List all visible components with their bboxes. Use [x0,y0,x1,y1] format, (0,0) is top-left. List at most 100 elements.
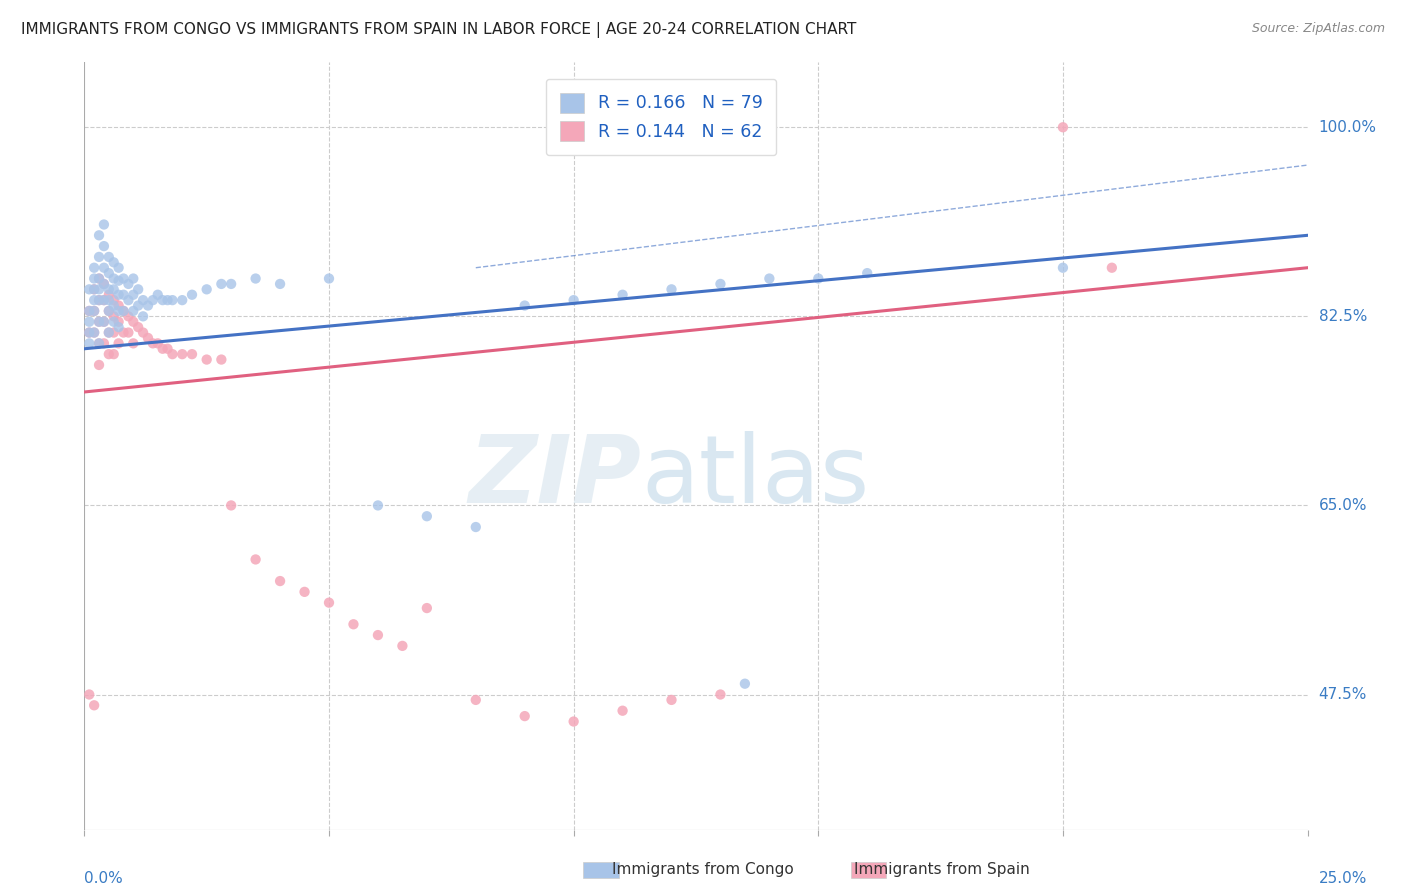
Text: 47.5%: 47.5% [1319,687,1367,702]
Point [107,315,129,329]
Point [77,336,100,351]
Point [87,282,110,296]
Point [83,260,105,275]
Point [195,352,218,367]
Point [195,282,218,296]
Point [294,585,316,599]
Point [513,709,536,723]
Point [97,266,120,280]
Point [87,336,110,351]
Point [97,347,120,361]
Point [1052,260,1074,275]
Point [122,304,145,318]
Point [87,271,110,285]
Point [209,352,232,367]
Point [93,293,115,307]
Point [758,271,780,285]
Point [117,310,139,324]
Point [87,315,110,329]
Point [162,347,184,361]
Point [77,315,100,329]
Point [97,282,120,296]
Point [269,277,291,291]
Point [136,299,159,313]
Point [562,714,585,729]
Point [132,293,155,307]
Point [107,260,129,275]
Point [513,299,536,313]
Point [661,693,683,707]
Point [112,271,135,285]
Bar [851,862,886,878]
Point [97,293,120,307]
Text: IMMIGRANTS FROM CONGO VS IMMIGRANTS FROM SPAIN IN LABOR FORCE | AGE 20-24 CORREL: IMMIGRANTS FROM CONGO VS IMMIGRANTS FROM… [21,22,856,38]
Point [93,336,115,351]
Point [103,293,125,307]
Point [93,239,115,253]
Point [103,255,125,269]
Point [107,304,129,318]
Text: Immigrants from Congo: Immigrants from Congo [612,863,794,877]
Point [117,293,139,307]
Point [103,282,125,296]
Point [318,271,340,285]
Point [77,688,100,702]
Point [97,250,120,264]
Text: 25.0%: 25.0% [1319,871,1367,887]
Point [103,326,125,340]
Point [342,617,364,632]
Point [83,282,105,296]
Point [152,293,174,307]
Point [83,282,105,296]
Point [112,287,135,301]
Point [612,704,634,718]
Text: ZIP: ZIP [468,431,641,523]
Point [87,336,110,351]
Text: 82.5%: 82.5% [1319,309,1367,324]
Text: 100.0%: 100.0% [1319,120,1376,135]
Point [612,287,634,301]
Point [156,342,179,356]
Point [93,277,115,291]
Point [127,299,149,313]
Point [219,277,242,291]
Point [103,347,125,361]
Point [856,266,879,280]
Point [709,277,731,291]
Point [807,271,830,285]
Point [1052,120,1074,135]
Text: atlas: atlas [641,431,869,523]
Text: Immigrants from Spain: Immigrants from Spain [855,863,1029,877]
Point [103,299,125,313]
Point [122,271,145,285]
Point [127,282,149,296]
Point [107,274,129,288]
Point [97,304,120,318]
Point [367,499,389,513]
Point [661,282,683,296]
Point [97,326,120,340]
Point [269,574,291,588]
Point [103,271,125,285]
Point [83,304,105,318]
Point [146,287,169,301]
Point [464,693,486,707]
Legend: R = 0.166   N = 79, R = 0.144   N = 62: R = 0.166 N = 79, R = 0.144 N = 62 [546,78,776,155]
Point [93,315,115,329]
Point [562,293,585,307]
Point [83,326,105,340]
Text: 0.0%: 0.0% [84,871,124,887]
Bar [583,862,619,878]
Point [112,304,135,318]
Point [83,326,105,340]
Point [142,336,165,351]
Point [93,315,115,329]
Point [132,310,155,324]
Point [464,520,486,534]
Point [245,552,267,566]
Point [83,271,105,285]
Point [83,304,105,318]
Point [93,293,115,307]
Point [122,315,145,329]
Point [103,310,125,324]
